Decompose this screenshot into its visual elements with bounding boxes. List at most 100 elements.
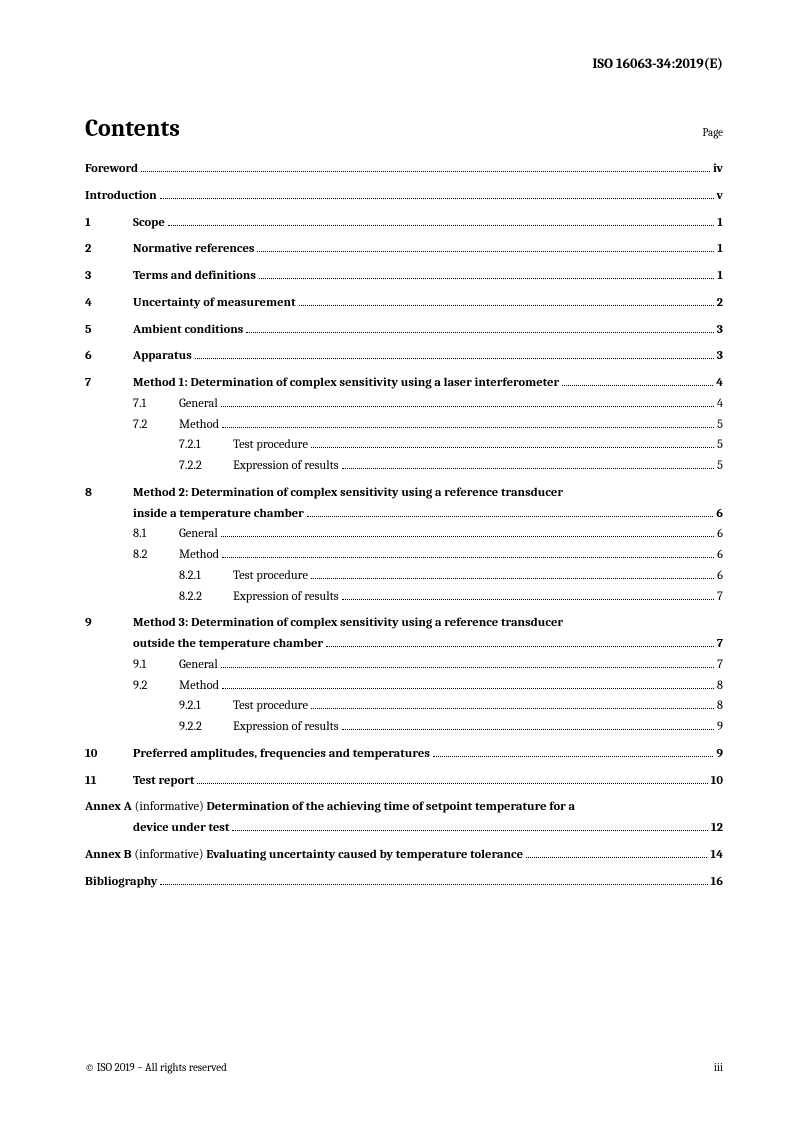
toc-section-7-2-1: 7.2.1 Test procedure 5 [85,436,723,455]
toc-num: 8.2.1 [179,567,233,586]
toc-num: 6 [85,347,133,366]
toc-page: 9 [716,745,723,764]
toc-annex-b: Annex B (informative) Evaluating uncerta… [85,846,723,865]
leader-dots [299,305,714,306]
toc-section-5: 5 Ambient conditions 3 [85,321,723,340]
leader-dots [221,536,714,537]
toc-page: 8 [717,697,723,716]
toc-page: v [717,187,724,206]
toc-section-11: 11 Test report 10 [85,772,723,791]
toc-section-8-2-1: 8.2.1 Test procedure 6 [85,567,723,586]
toc-num: 8.2.2 [179,588,233,607]
toc-label: Introduction [85,187,157,206]
toc-page: 7 [717,656,723,675]
toc-page: 5 [717,416,723,435]
toc-page: 16 [711,873,723,892]
toc-label: Method [179,677,219,696]
toc-label: Normative references [133,240,254,259]
toc-page: 14 [710,846,723,865]
toc-num: 8.2 [133,546,179,565]
leader-dots [221,667,714,668]
annex-informative: (informative) [132,848,207,862]
leader-dots [222,557,714,558]
toc-num: 3 [85,267,133,286]
toc-label: inside a temperature chamber [133,505,304,524]
toc-num: 4 [85,294,133,313]
toc-num: 7.1 [133,395,179,414]
toc-num: 9.2.1 [179,697,233,716]
leader-dots [195,358,714,359]
toc-section-7: 7 Method 1: Determination of complex sen… [85,374,723,393]
page-container: ISO 16063-34:2019(E) Contents Page Forew… [0,0,793,1122]
leader-dots [433,756,713,757]
toc-page: 6 [717,567,723,586]
toc-page: 3 [717,347,723,366]
leader-dots [342,599,715,600]
toc-num: 10 [85,745,133,764]
toc-section-8-2-2: 8.2.2 Expression of results 7 [85,588,723,607]
toc-num: 8.1 [133,525,179,544]
toc-num: 5 [85,321,133,340]
toc-num: 7.2.2 [179,457,233,476]
toc-section-9-2-1: 9.2.1 Test procedure 8 [85,697,723,716]
toc-label: General [179,525,218,544]
toc-section-8-line2: inside a temperature chamber 6 [85,505,723,524]
leader-dots [311,578,714,579]
toc-num: 7.2 [133,416,179,435]
toc-section-9-line2: outside the temperature chamber 7 [85,635,723,654]
toc-label: Ambient conditions [133,321,243,340]
toc-label: Uncertainty of measurement [133,294,296,313]
leader-dots [222,427,714,428]
toc-num: 2 [85,240,133,259]
leader-dots [342,729,714,730]
leader-dots [311,447,714,448]
toc-page: 10 [711,772,723,791]
leader-dots [160,884,707,885]
toc-num: 7 [85,374,133,393]
toc-section-8-line1: 8 Method 2: Determination of complex sen… [85,484,723,503]
toc-label: Test report [133,772,194,791]
toc-section-6: 6 Apparatus 3 [85,347,723,366]
toc-section-2: 2 Normative references 1 [85,240,723,259]
leader-dots [222,688,714,689]
toc-section-9-line1: 9 Method 3: Determination of complex sen… [85,614,723,633]
toc-page: 6 [717,525,723,544]
toc-page: 6 [716,505,723,524]
toc-page: 3 [717,321,723,340]
toc-label: Bibliography [85,873,157,892]
leader-dots [526,857,707,858]
toc-label: Terms and definitions [133,267,256,286]
toc-label: Test procedure [233,436,308,455]
toc-section-9-2-2: 9.2.2 Expression of results 9 [85,718,723,737]
leader-dots [342,468,714,469]
copyright-text: © ISO 2019 – All rights reserved [85,1061,227,1074]
toc-label: Method [179,546,219,565]
toc-num: 11 [85,772,133,791]
toc-page: 8 [717,677,723,696]
toc-label: Scope [133,214,165,233]
toc-annex-a-line1: Annex A (informative) Determination of t… [85,798,723,817]
document-header: ISO 16063-34:2019(E) [85,55,723,72]
annex-prefix: Annex B [85,848,132,862]
toc-section-8-1: 8.1 General 6 [85,525,723,544]
toc-label: Preferred amplitudes, frequencies and te… [133,745,430,764]
toc-label: Determination of the achieving time of s… [207,800,576,814]
toc-section-4: 4 Uncertainty of measurement 2 [85,294,723,313]
toc-foreword: Foreword iv [85,160,723,179]
leader-dots [326,646,714,647]
toc-section-1: 1 Scope 1 [85,214,723,233]
toc-page: 7 [717,588,723,607]
toc-label: Test procedure [233,697,308,716]
toc-page: 1 [717,214,723,233]
toc-label: Expression of results [233,457,339,476]
toc-num: 8 [85,484,133,503]
toc-page: 12 [711,819,723,838]
title-row: Contents Page [85,114,723,142]
toc-num: 9.1 [133,656,179,675]
toc-label: Expression of results [233,588,339,607]
toc-label: Apparatus [133,347,192,366]
toc-section-7-2: 7.2 Method 5 [85,416,723,435]
leader-dots [197,783,707,784]
leader-dots [160,198,714,199]
contents-heading: Contents [85,114,180,142]
